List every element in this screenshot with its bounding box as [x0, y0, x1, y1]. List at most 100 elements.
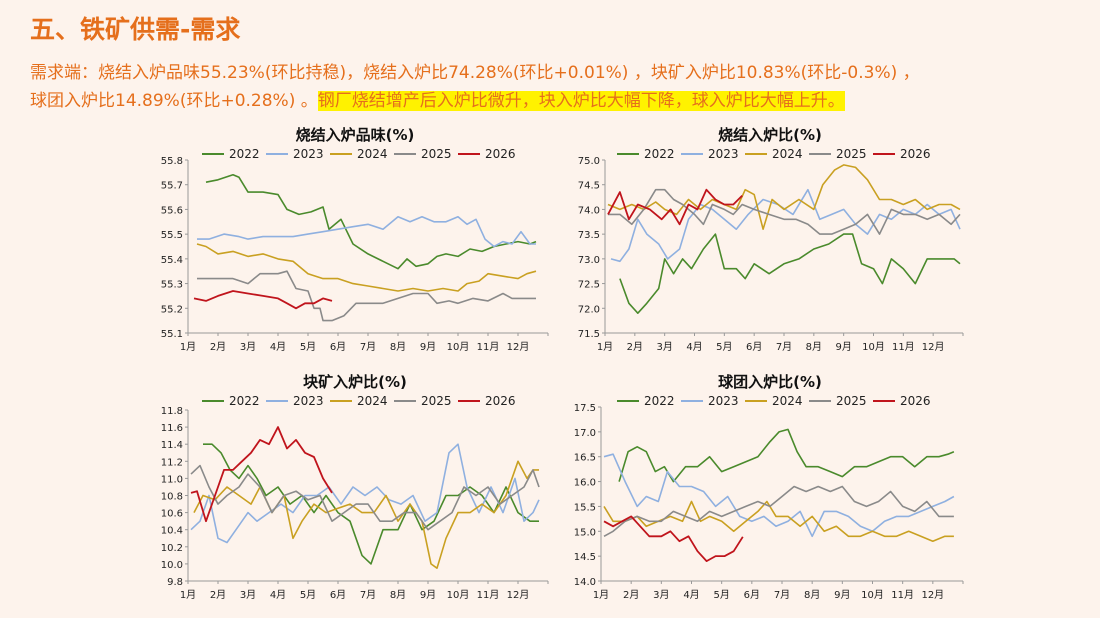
x-tick-label: 7月: [360, 589, 376, 601]
series-line-2026: [190, 426, 333, 523]
legend-label: 2024: [772, 394, 803, 408]
x-tick-label: 5月: [300, 341, 316, 353]
x-tick-label: 11月: [477, 589, 500, 601]
legend-label: 2026: [900, 394, 931, 408]
series-line-2026: [193, 290, 333, 310]
chart-lump-ratio: 块矿入炉比(%) 2022 2023 2024 2025 2026 9.8 10.0 10.2 1…: [161, 373, 549, 601]
x-tick-label: 4月: [686, 341, 702, 353]
x-tick-label: 2月: [627, 341, 643, 353]
x-tick-label: 6月: [330, 589, 346, 601]
summary-line-2: 球团入炉比14.89%(环比+0.28%) 。钢厂烧结增产后入炉比微升，块入炉比…: [30, 88, 1080, 115]
x-tick-label: 1月: [180, 341, 196, 353]
x-tick-label: 12月: [507, 589, 530, 601]
legend-label: 2023: [708, 147, 739, 161]
y-tick-label: 55.5: [161, 230, 183, 241]
x-tick-label: 3月: [656, 341, 672, 353]
chart-title: 烧结入炉比(%): [718, 126, 822, 144]
legend-label: 2023: [293, 394, 324, 408]
legend-label: 2024: [357, 147, 388, 161]
chart-title: 烧结入炉品味(%): [296, 126, 415, 144]
x-tick-label: 5月: [300, 589, 316, 601]
legend-label: 2022: [229, 394, 260, 408]
y-tick-label: 11.2: [161, 457, 183, 468]
y-tick-label: 9.8: [167, 577, 183, 588]
x-tick-label: 6月: [744, 589, 760, 601]
y-tick-label: 11.4: [161, 440, 183, 451]
y-tick-label: 75.0: [578, 156, 600, 167]
x-tick-label: 8月: [806, 341, 822, 353]
x-tick-label: 10月: [447, 341, 470, 353]
x-tick-label: 3月: [240, 589, 256, 601]
y-tick-label: 72.5: [578, 280, 600, 291]
x-tick-label: 6月: [330, 341, 346, 353]
legend-label: 2023: [708, 394, 739, 408]
y-tick-label: 11.0: [161, 474, 183, 485]
legend-label: 2022: [644, 147, 675, 161]
legend-label: 2025: [421, 394, 452, 408]
x-tick-label: 3月: [240, 341, 256, 353]
x-tick-label: 12月: [921, 589, 944, 601]
x-tick-label: 6月: [746, 341, 762, 353]
series-line-2022: [203, 443, 539, 565]
series-line-2023: [610, 188, 961, 263]
legend-label: 2025: [421, 147, 452, 161]
y-tick-label: 55.7: [161, 181, 183, 192]
x-tick-label: 5月: [713, 589, 729, 601]
chart-title: 球团入炉比(%): [718, 373, 822, 391]
x-tick-label: 11月: [477, 341, 500, 353]
y-tick-label: 17.5: [574, 403, 596, 414]
series-line-2022: [205, 174, 537, 270]
x-tick-label: 10月: [862, 341, 885, 353]
series-line-2026: [603, 515, 744, 562]
x-tick-label: 8月: [390, 341, 406, 353]
y-tick-label: 10.4: [161, 526, 183, 537]
x-tick-label: 7月: [776, 341, 792, 353]
series-line-2024: [607, 164, 961, 230]
x-tick-label: 11月: [891, 589, 914, 601]
x-tick-label: 3月: [653, 589, 669, 601]
legend-label: 2026: [900, 147, 931, 161]
x-tick-label: 12月: [507, 341, 530, 353]
x-tick-label: 1月: [180, 589, 196, 601]
chart-sinter-ratio: 烧结入炉比(%) 2022 2023 2024 2025 2026 71.5 72.0 72.5…: [578, 126, 964, 353]
series-line-2025: [608, 188, 961, 235]
x-tick-label: 8月: [804, 589, 820, 601]
x-tick-label: 12月: [922, 341, 945, 353]
y-tick-label: 11.8: [161, 406, 183, 417]
series-line-2024: [196, 243, 537, 292]
x-tick-label: 11月: [892, 341, 915, 353]
chart-title: 块矿入炉比(%): [303, 373, 407, 391]
x-tick-label: 7月: [774, 589, 790, 601]
x-tick-label: 9月: [420, 341, 436, 353]
legend-label: 2022: [229, 147, 260, 161]
y-tick-label: 10.0: [161, 560, 183, 571]
y-tick-label: 16.5: [574, 453, 596, 464]
y-tick-label: 74.0: [578, 205, 600, 216]
summary-line-1: 需求端：烧结入炉品味55.23%(环比持稳)，烧结入炉比74.28%(环比+0.…: [30, 63, 920, 83]
legend-label: 2026: [485, 394, 516, 408]
x-tick-label: 4月: [270, 589, 286, 601]
y-tick-label: 16.0: [574, 478, 596, 489]
y-tick-label: 55.6: [161, 205, 183, 216]
x-tick-label: 9月: [420, 589, 436, 601]
summary-highlight: 钢厂烧结增产后入炉比微升，块入炉比大幅下降，球入炉比大幅上升。: [317, 91, 845, 111]
legend-label: 2024: [357, 394, 388, 408]
y-tick-label: 71.5: [578, 329, 600, 340]
series-line-2025: [603, 485, 954, 538]
y-tick-label: 10.6: [161, 509, 183, 520]
y-tick-label: 17.0: [574, 428, 596, 439]
y-tick-label: 55.4: [161, 255, 183, 266]
y-tick-label: 55.3: [161, 280, 183, 291]
chart-pellet-ratio: 球团入炉比(%) 2022 2023 2024 2025 2026 14.0 14.5 15.0…: [574, 373, 964, 601]
series-line-2026: [607, 188, 743, 226]
legend-label: 2024: [772, 147, 803, 161]
y-tick-label: 72.0: [578, 304, 600, 315]
x-tick-label: 1月: [597, 341, 613, 353]
y-tick-label: 55.2: [161, 304, 183, 315]
x-tick-label: 10月: [447, 589, 470, 601]
y-tick-label: 14.5: [574, 552, 596, 563]
x-tick-label: 7月: [360, 341, 376, 353]
legend-label: 2026: [485, 147, 516, 161]
y-tick-label: 10.8: [161, 492, 183, 503]
x-tick-label: 8月: [390, 589, 406, 601]
